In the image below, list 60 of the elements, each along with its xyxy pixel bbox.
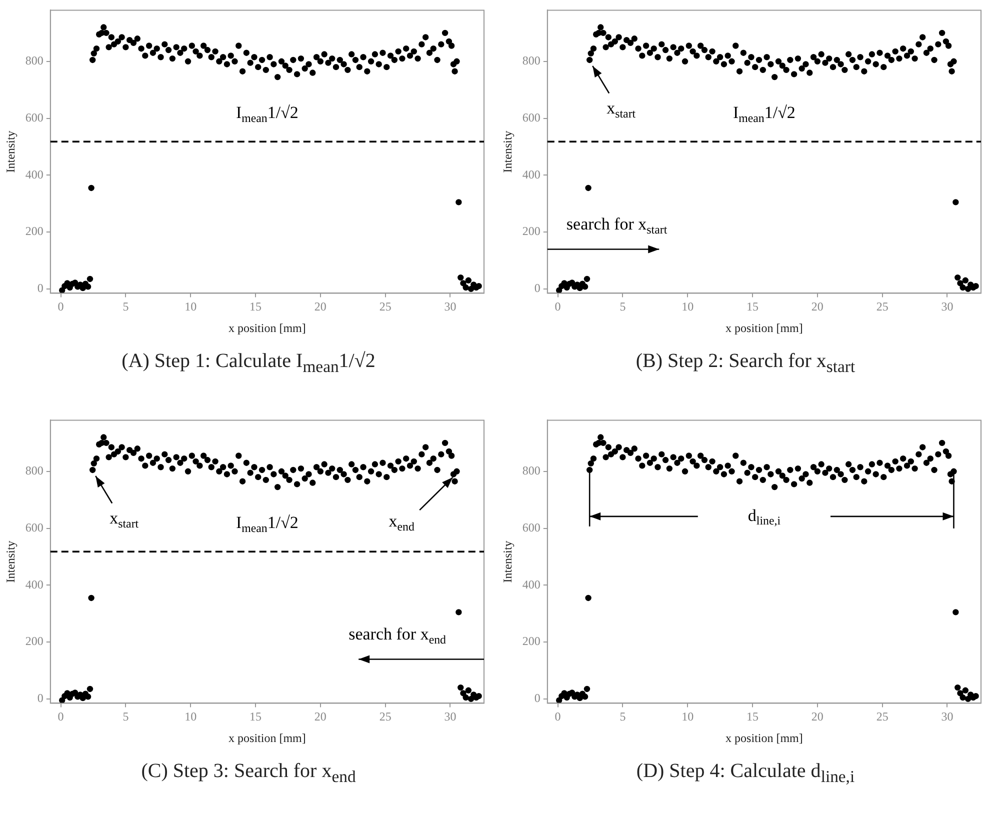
y-axis-title: Intensity [500, 540, 514, 583]
x-tick-label: 25 [379, 300, 392, 314]
y-tick-label: 800 [25, 464, 44, 478]
x-tick-label: 30 [444, 710, 456, 724]
x-axis-title: x position [mm] [228, 730, 306, 745]
y-tick-label: 200 [522, 224, 540, 238]
y-tick-label: 800 [522, 464, 540, 478]
y-tick-label: 0 [534, 691, 540, 706]
x-tick-label: 15 [746, 300, 759, 314]
y-tick-label: 600 [522, 110, 540, 124]
x-tick-label: 10 [184, 300, 197, 314]
y-axis-title: Intensity [3, 540, 18, 583]
x-tick-label: 30 [941, 300, 954, 314]
x-tick-label: 5 [122, 300, 129, 314]
y-tick-label: 200 [522, 634, 540, 648]
y-axis-title: Intensity [500, 130, 514, 173]
text: (C) Step 3: Search for x$_{end}$ [140, 760, 357, 787]
text: (D) Step 4: Calculate d$_{line,i}$ [635, 760, 856, 787]
x-tick-label: 20 [314, 300, 326, 314]
x-tick-label: 0 [58, 710, 64, 724]
y-tick-label: 600 [25, 110, 44, 124]
y-tick-label: 400 [522, 577, 540, 592]
y-tick-label: 600 [25, 520, 44, 534]
x-tick-label: 5 [620, 300, 626, 314]
x-tick-label: 25 [379, 710, 392, 724]
x-tick-label: 20 [314, 710, 326, 724]
x-tick-label: 10 [682, 300, 694, 314]
x-tick-label: 15 [250, 300, 262, 314]
x-tick-label: 25 [876, 710, 888, 724]
x-axis-title: x position [mm] [726, 730, 803, 745]
y-tick-label: 400 [25, 167, 44, 182]
x-tick-label: 25 [876, 300, 888, 314]
x-tick-label: 10 [184, 710, 197, 724]
text: (A) Step 1: Calculate I$_{mean}$1/√2 [120, 350, 376, 377]
y-tick-label: 0 [534, 281, 540, 296]
y-tick-label: 600 [522, 520, 540, 534]
x-tick-label: 30 [444, 300, 456, 314]
y-tick-label: 200 [25, 224, 44, 238]
x-tick-label: 15 [250, 710, 262, 724]
x-tick-label: 15 [746, 710, 759, 724]
x-axis-title: x position [mm] [228, 320, 306, 335]
y-tick-label: 400 [522, 167, 540, 182]
text: (B) Step 2: Search for x$_{start}$ [634, 350, 856, 377]
y-axis-title: Intensity [3, 130, 18, 173]
y-tick-label: 800 [25, 54, 44, 68]
y-tick-label: 200 [25, 634, 44, 648]
y-tick-label: 0 [37, 691, 44, 706]
x-tick-label: 20 [811, 710, 824, 724]
x-axis-title: x position [mm] [726, 320, 803, 335]
y-tick-label: 0 [37, 281, 44, 296]
x-tick-label: 10 [682, 710, 694, 724]
x-tick-label: 0 [554, 300, 561, 314]
y-tick-label: 800 [522, 54, 540, 68]
x-tick-label: 0 [554, 710, 561, 724]
y-tick-label: 400 [25, 577, 44, 592]
x-tick-label: 20 [811, 300, 824, 314]
x-tick-label: 5 [620, 710, 626, 724]
x-tick-label: 5 [122, 710, 129, 724]
x-tick-label: 0 [58, 300, 64, 314]
x-tick-label: 30 [941, 710, 954, 724]
